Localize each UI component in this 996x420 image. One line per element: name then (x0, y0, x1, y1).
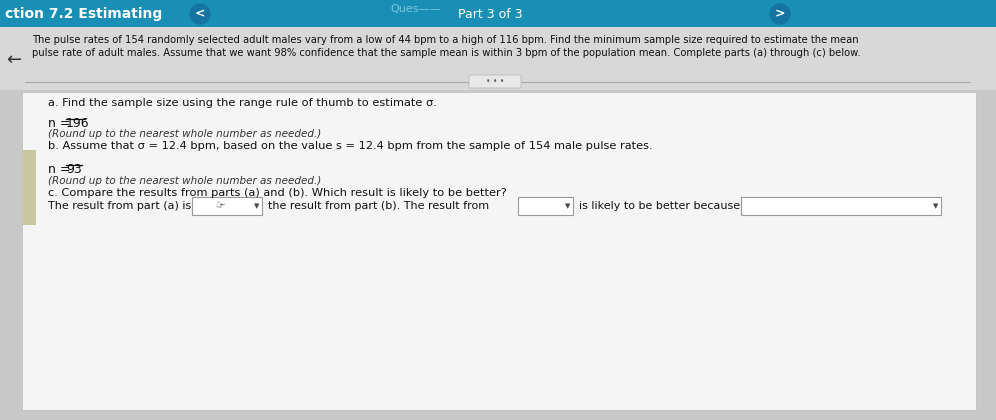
Text: the result from part (b). The result from: the result from part (b). The result fro… (268, 201, 489, 211)
Text: pulse rate of adult males. Assume that we want 98% confidence that the sample me: pulse rate of adult males. Assume that w… (32, 48, 861, 58)
Text: ←: ← (6, 51, 22, 69)
Bar (22, 92, 976, 410)
Text: • • •: • • • (486, 77, 504, 86)
Bar (741, 197, 941, 215)
Text: The result from part (a) is: The result from part (a) is (48, 201, 191, 211)
Text: n =: n = (48, 163, 75, 176)
Bar (22, 150, 36, 225)
Text: 196: 196 (66, 117, 90, 130)
Text: ▼: ▼ (933, 203, 938, 209)
Bar (0, 0, 996, 27)
Text: c. Compare the results from parts (a) and (b). Which result is likely to be bett: c. Compare the results from parts (a) an… (48, 188, 507, 198)
Text: a. Find the sample size using the range rule of thumb to estimate σ.: a. Find the sample size using the range … (48, 98, 437, 108)
Text: b. Assume that σ = 12.4 bpm, based on the value s = 12.4 bpm from the sample of : b. Assume that σ = 12.4 bpm, based on th… (48, 141, 652, 151)
Bar (518, 197, 573, 215)
Text: <: < (195, 8, 205, 21)
Text: n =: n = (48, 117, 75, 130)
Bar (192, 197, 262, 215)
Text: 93: 93 (66, 163, 82, 176)
Text: ☞: ☞ (214, 200, 226, 212)
Bar (0, 27, 996, 90)
Text: ▼: ▼ (566, 203, 571, 209)
FancyBboxPatch shape (469, 75, 521, 88)
Text: The pulse rates of 154 randomly selected adult males vary from a low of 44 bpm t: The pulse rates of 154 randomly selected… (32, 35, 859, 45)
Text: is likely to be better because: is likely to be better because (579, 201, 740, 211)
Text: (Round up to the nearest whole number as needed.): (Round up to the nearest whole number as… (48, 129, 322, 139)
Text: ▼: ▼ (254, 203, 260, 209)
Text: (Round up to the nearest whole number as needed.): (Round up to the nearest whole number as… (48, 176, 322, 186)
Circle shape (190, 4, 210, 24)
Text: Part 3 of 3: Part 3 of 3 (458, 8, 522, 21)
Circle shape (770, 4, 790, 24)
Text: ction 7.2 Estimating: ction 7.2 Estimating (5, 7, 162, 21)
Text: Ques——: Ques—— (390, 4, 441, 14)
Text: >: > (775, 8, 785, 21)
